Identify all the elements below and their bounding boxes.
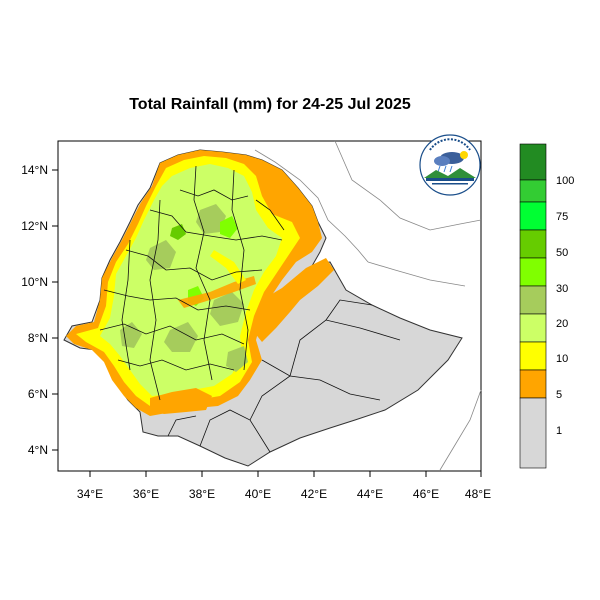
zone-boundaries: [99, 165, 401, 453]
legend-label: 100: [556, 175, 574, 187]
legend-swatch: [519, 229, 547, 259]
y-tick-label: 14°N: [21, 163, 48, 177]
y-tick-label: 12°N: [21, 219, 48, 233]
x-tick-label: 36°E: [133, 487, 159, 501]
y-tick-label: 6°N: [28, 387, 48, 401]
legend-swatch: [519, 341, 547, 371]
y-tick-labels: 14°N 12°N 10°N 8°N 6°N 4°N: [21, 163, 48, 457]
map-title: Total Rainfall (mm) for 24-25 Jul 2025: [129, 96, 411, 113]
y-tick-label: 4°N: [28, 443, 48, 457]
legend-label: 50: [556, 247, 568, 259]
legend-label: 30: [556, 283, 568, 295]
legend-swatch: [519, 257, 547, 287]
rainfall-zones: [66, 150, 334, 416]
x-tick-label: 34°E: [77, 487, 103, 501]
legend-swatch: [519, 397, 547, 469]
x-tick-label: 40°E: [245, 487, 271, 501]
legend-swatch: [519, 143, 547, 181]
x-tick-label: 48°E: [465, 487, 491, 501]
x-tick-labels: 34°E 36°E 38°E 40°E 42°E 44°E 46°E 48°E: [77, 487, 491, 501]
y-axis: [52, 169, 58, 451]
x-tick-label: 46°E: [413, 487, 439, 501]
neighbor-borders: [254, 140, 482, 471]
legend-label: 1: [556, 425, 562, 437]
institute-logo: [419, 134, 481, 196]
y-tick-label: 10°N: [21, 275, 48, 289]
legend-swatch: [519, 369, 547, 399]
legend-swatch: [519, 179, 547, 203]
x-tick-label: 42°E: [301, 487, 327, 501]
legend-label: 75: [556, 211, 568, 223]
x-axis: [89, 471, 482, 477]
legend-label: 20: [556, 318, 568, 330]
legend-colorbar: [519, 143, 547, 469]
legend-swatch: [519, 201, 547, 231]
legend-swatch: [519, 313, 547, 343]
legend-label: 5: [556, 389, 562, 401]
x-tick-label: 44°E: [357, 487, 383, 501]
legend-label: 10: [556, 353, 568, 365]
x-tick-label: 38°E: [189, 487, 215, 501]
legend-swatch: [519, 285, 547, 315]
legend-labels: 100 75 50 30 20 10 5 1: [556, 175, 574, 437]
y-tick-label: 8°N: [28, 331, 48, 345]
